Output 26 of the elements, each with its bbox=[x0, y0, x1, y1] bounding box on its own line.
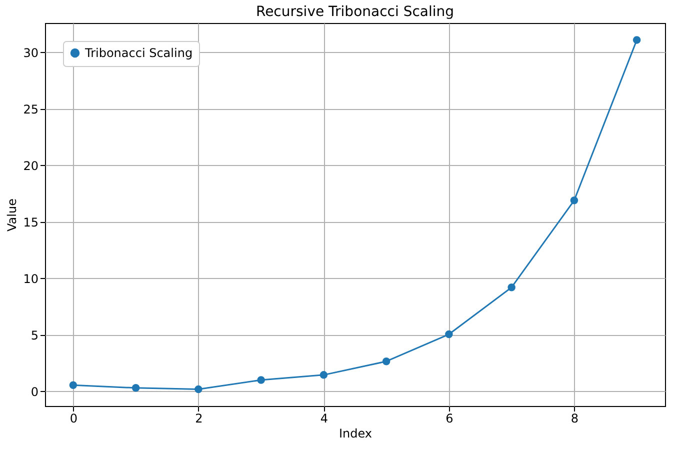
chart-title: Recursive Tribonacci Scaling bbox=[256, 4, 454, 20]
y-tick-label: 30 bbox=[23, 46, 38, 60]
y-tick-label: 25 bbox=[23, 102, 38, 116]
y-tick-label: 15 bbox=[23, 215, 38, 230]
x-tick-label: 6 bbox=[446, 412, 454, 426]
y-tick-label: 5 bbox=[30, 328, 38, 342]
point bbox=[382, 358, 390, 366]
point bbox=[257, 376, 265, 384]
point bbox=[570, 196, 578, 204]
point bbox=[508, 284, 516, 292]
y-tick-label: 0 bbox=[30, 384, 38, 399]
point bbox=[132, 384, 140, 392]
y-tick-label: 20 bbox=[23, 158, 38, 173]
x-tick-label: 8 bbox=[570, 412, 579, 426]
point bbox=[445, 330, 453, 338]
y-axis-title: Value bbox=[5, 198, 20, 232]
point bbox=[69, 381, 78, 389]
point bbox=[194, 385, 202, 394]
x-tick-label: 2 bbox=[195, 412, 203, 426]
point bbox=[320, 371, 328, 379]
x-axis-title: Index bbox=[338, 426, 372, 440]
x-tick-label: 4 bbox=[320, 412, 328, 426]
x-tick-label: 0 bbox=[70, 412, 78, 426]
y-tick-label: 10 bbox=[23, 272, 38, 286]
legend-label: Tribonacci Scaling bbox=[84, 46, 193, 60]
point bbox=[632, 36, 641, 44]
